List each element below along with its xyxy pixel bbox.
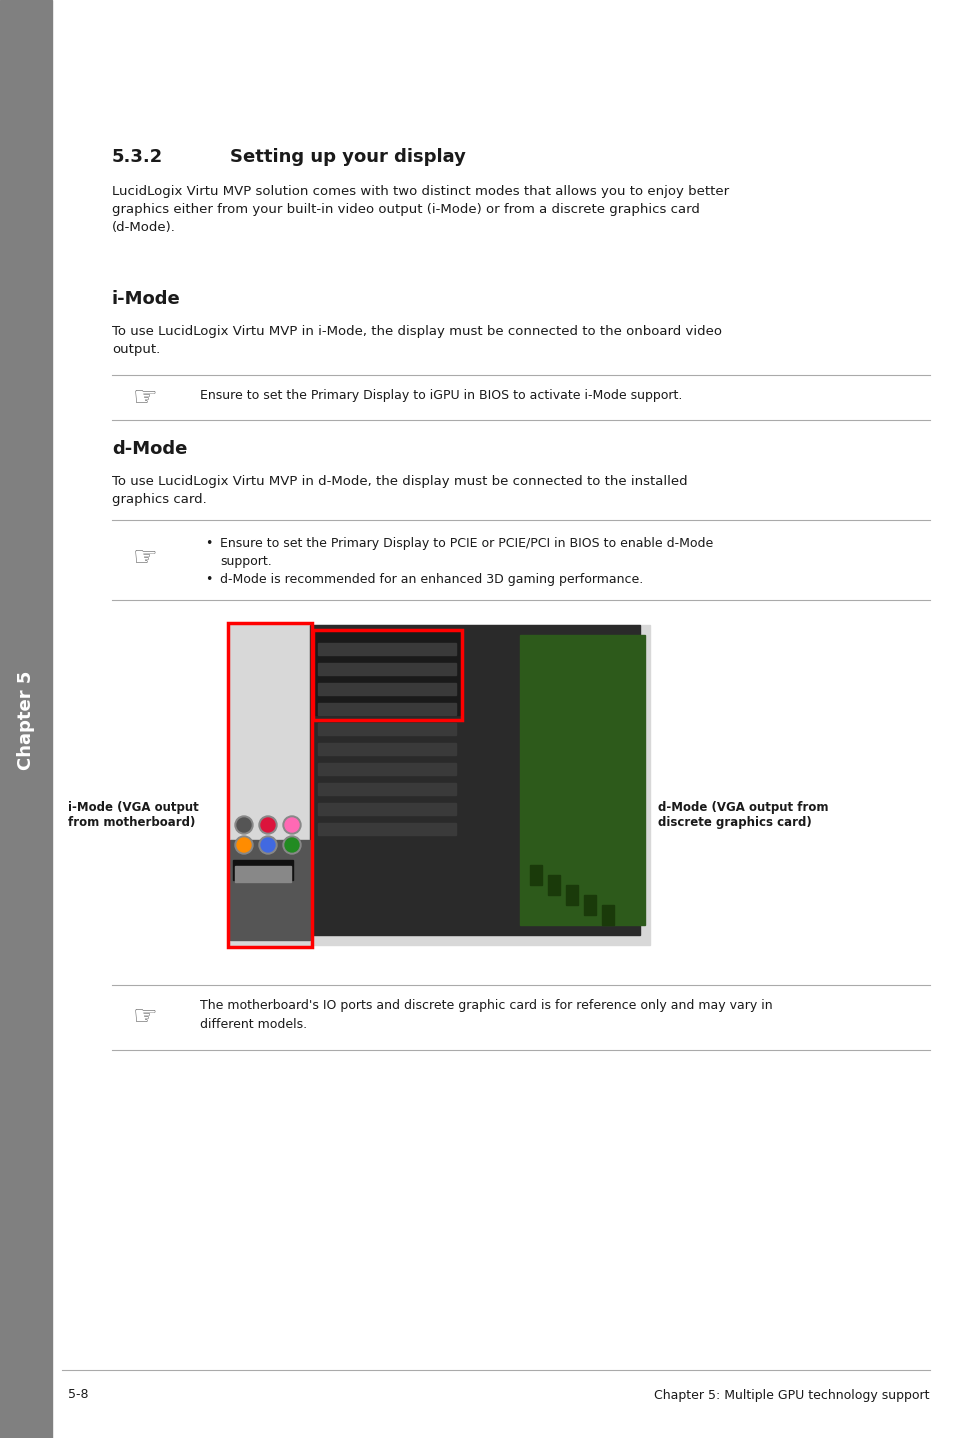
Bar (530, 866, 541, 884)
Bar (310, 626, 639, 935)
Bar (601, 905, 614, 925)
Bar (230, 626, 649, 945)
Bar (317, 823, 456, 835)
Bar (317, 764, 456, 775)
Bar (547, 874, 559, 894)
Text: Ensure to set the Primary Display to iGPU in BIOS to activate i-Mode support.: Ensure to set the Primary Display to iGP… (200, 388, 681, 401)
Circle shape (285, 818, 298, 833)
Bar (317, 643, 456, 654)
Text: Setting up your display: Setting up your display (230, 148, 465, 165)
Circle shape (285, 838, 298, 851)
Text: •: • (205, 536, 213, 549)
Circle shape (234, 835, 253, 854)
Text: 5.3.2: 5.3.2 (112, 148, 163, 165)
Circle shape (236, 818, 251, 833)
Circle shape (258, 835, 276, 854)
Bar (317, 683, 456, 695)
Text: 5-8: 5-8 (68, 1389, 89, 1402)
Bar (230, 840, 310, 940)
Text: d-Mode (VGA output from
discrete graphics card): d-Mode (VGA output from discrete graphic… (658, 801, 827, 828)
Bar (565, 884, 578, 905)
Bar (234, 866, 291, 881)
Circle shape (261, 838, 274, 851)
Text: Chapter 5: Chapter 5 (17, 670, 35, 769)
Bar (317, 663, 456, 674)
Text: •: • (205, 572, 213, 587)
Circle shape (283, 835, 301, 854)
Text: The motherboard's IO ports and discrete graphic card is for reference only and m: The motherboard's IO ports and discrete … (200, 999, 772, 1031)
Bar (233, 860, 293, 880)
Bar (583, 894, 596, 915)
Text: To use LucidLogix Virtu MVP in d-Mode, the display must be connected to the inst: To use LucidLogix Virtu MVP in d-Mode, t… (112, 475, 687, 506)
Bar (314, 630, 459, 715)
Text: d-Mode: d-Mode (112, 440, 187, 457)
Text: ☞: ☞ (132, 384, 157, 413)
Text: i-Mode: i-Mode (112, 290, 180, 308)
Bar (317, 703, 456, 715)
Text: Ensure to set the Primary Display to PCIE or PCIE/PCI in BIOS to enable d-Mode
s: Ensure to set the Primary Display to PCI… (220, 536, 713, 568)
Bar (317, 784, 456, 795)
Text: d-Mode is recommended for an enhanced 3D gaming performance.: d-Mode is recommended for an enhanced 3D… (220, 572, 642, 587)
Bar (228, 623, 312, 948)
Bar (317, 802, 456, 815)
Bar (317, 723, 456, 735)
Text: ☞: ☞ (132, 544, 157, 572)
Text: To use LucidLogix Virtu MVP in i-Mode, the display must be connected to the onbo: To use LucidLogix Virtu MVP in i-Mode, t… (112, 325, 721, 357)
Bar (519, 636, 644, 925)
Bar (0, 0, 52, 1438)
Text: LucidLogix Virtu MVP solution comes with two distinct modes that allows you to e: LucidLogix Virtu MVP solution comes with… (112, 186, 728, 234)
Circle shape (261, 818, 274, 833)
Circle shape (258, 815, 276, 834)
Text: i-Mode (VGA output
from motherboard): i-Mode (VGA output from motherboard) (68, 801, 198, 828)
Text: ☞: ☞ (132, 1002, 157, 1031)
Circle shape (234, 815, 253, 834)
Bar (317, 743, 456, 755)
Text: Chapter 5: Multiple GPU technology support: Chapter 5: Multiple GPU technology suppo… (654, 1389, 929, 1402)
Circle shape (283, 815, 301, 834)
Bar (313, 630, 461, 720)
Circle shape (236, 838, 251, 851)
